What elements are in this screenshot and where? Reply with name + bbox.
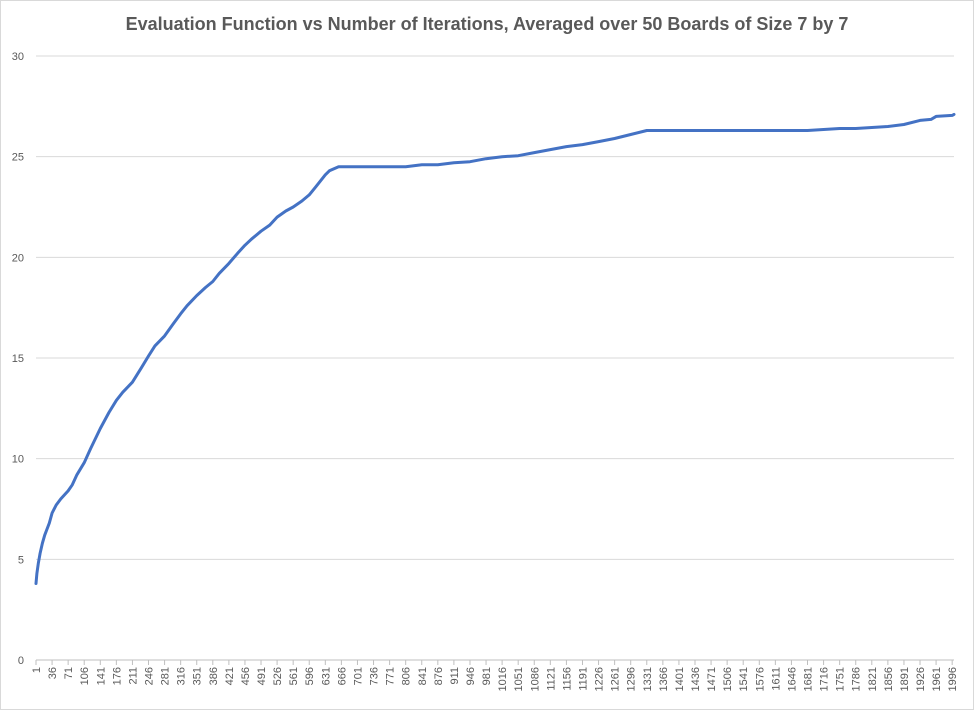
- x-tick-label: 1646: [786, 667, 798, 691]
- x-tick-label: 1191: [577, 667, 589, 691]
- x-tick-label: 526: [272, 667, 284, 685]
- x-tick-label: 1961: [931, 667, 943, 691]
- x-tick-label: 491: [256, 667, 268, 685]
- x-tick-label: 1261: [610, 667, 622, 691]
- x-tick-label: 1016: [497, 667, 509, 691]
- x-tick-label: 246: [144, 667, 156, 685]
- series-group: [34, 112, 956, 585]
- x-tick-label: 1331: [642, 667, 654, 691]
- y-tick-label: 20: [12, 252, 24, 264]
- x-tick-label: 351: [192, 667, 204, 685]
- x-tick-label: 71: [63, 667, 75, 679]
- y-tick-label: 15: [12, 353, 24, 365]
- x-tick-label: 456: [240, 667, 252, 685]
- x-tick-label: 36: [47, 667, 59, 679]
- x-tick-label: 1086: [529, 667, 541, 691]
- y-tick-label: 5: [18, 554, 24, 566]
- x-tick-label: 316: [176, 667, 188, 685]
- x-tick-label: 421: [224, 667, 236, 685]
- x-tick-label: 1436: [690, 667, 702, 691]
- x-tick-label: 1611: [770, 667, 782, 691]
- x-tick-label: 1541: [738, 667, 750, 691]
- x-tick-label: 596: [304, 667, 316, 685]
- x-tick-label: 106: [79, 667, 91, 685]
- x-tick-label: 1891: [899, 667, 911, 691]
- y-tick-label: 10: [12, 454, 24, 466]
- x-tick-label: 1506: [722, 667, 734, 691]
- y-tick-label: 30: [12, 51, 24, 63]
- gridlines: [36, 55, 954, 560]
- x-tick-label: 876: [433, 667, 445, 685]
- x-tick-label: 386: [208, 667, 220, 685]
- x-tick-label: 911: [449, 667, 461, 685]
- x-tick-label: 561: [288, 667, 300, 685]
- x-tick-label: 1226: [594, 667, 606, 691]
- x-tick-label: 1751: [835, 667, 847, 691]
- x-tick-label: 176: [111, 667, 123, 685]
- y-tick-label: 0: [18, 655, 24, 667]
- series-line-0: [34, 112, 956, 585]
- x-tick-label: 1576: [754, 667, 766, 691]
- x-axis-ticks: 1 36 71 106 141 176 211 246 281 316 351 386 421 456 49…: [31, 660, 959, 691]
- y-axis-ticks: 0 5 10 15 20 25 30: [12, 51, 24, 667]
- x-tick-label: 281: [160, 667, 172, 685]
- x-tick-label: 701: [352, 667, 364, 685]
- x-tick-label: 771: [385, 667, 397, 685]
- x-tick-label: 1821: [867, 667, 879, 691]
- x-tick-label: 211: [127, 667, 139, 685]
- x-tick-label: 1681: [803, 667, 815, 691]
- x-tick-label: 631: [320, 667, 332, 685]
- x-tick-label: 1926: [915, 667, 927, 691]
- chart-title: Evaluation Function vs Number of Iterati…: [125, 14, 849, 34]
- x-tick-label: 946: [465, 667, 477, 685]
- y-tick-label: 25: [12, 152, 24, 164]
- x-tick-label: 1156: [561, 667, 573, 691]
- x-tick-label: 1: [31, 667, 43, 673]
- x-tick-label: 1121: [545, 667, 557, 691]
- x-tick-label: 806: [401, 667, 413, 685]
- x-tick-label: 736: [369, 667, 381, 685]
- x-tick-label: 1366: [658, 667, 670, 691]
- x-tick-label: 1051: [513, 667, 525, 691]
- x-tick-label: 981: [481, 667, 493, 685]
- x-tick-label: 141: [95, 667, 107, 685]
- x-tick-label: 666: [336, 667, 348, 685]
- x-tick-label: 841: [417, 667, 429, 685]
- x-tick-label: 1296: [626, 667, 638, 691]
- x-tick-label: 1401: [674, 667, 686, 691]
- x-tick-label: 1716: [819, 667, 831, 691]
- x-tick-label: 1786: [851, 667, 863, 691]
- x-tick-label: 1856: [883, 667, 895, 691]
- x-tick-label: 1996: [947, 667, 959, 691]
- x-tick-label: 1471: [706, 667, 718, 691]
